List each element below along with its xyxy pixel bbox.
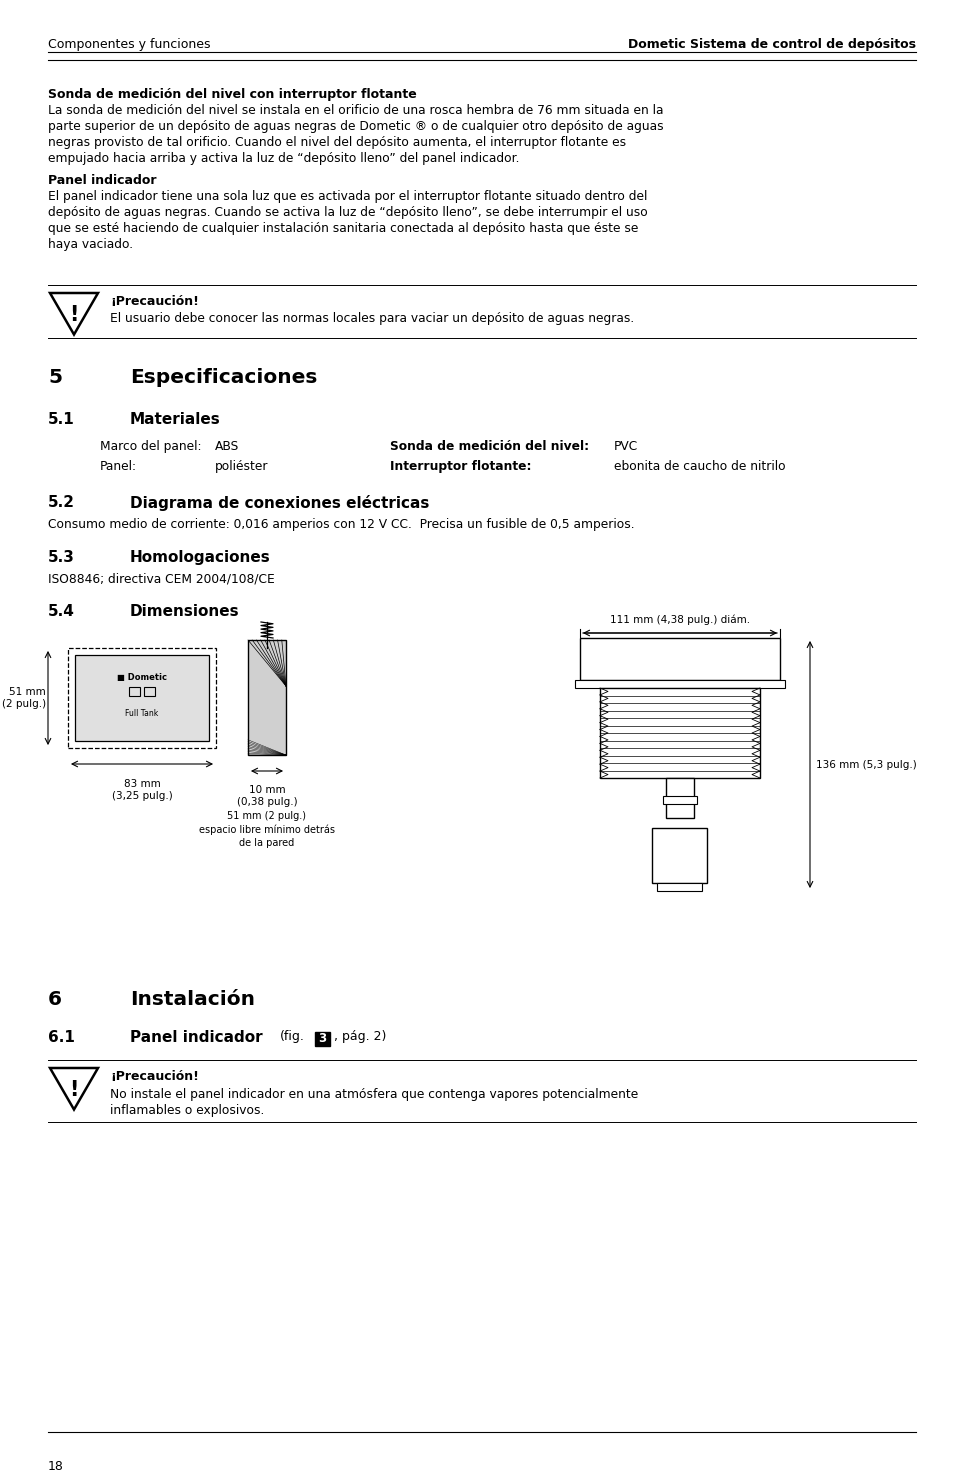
Bar <box>665 777 693 819</box>
Text: Dimensiones: Dimensiones <box>130 603 239 620</box>
Text: 83 mm
(3,25 pulg.): 83 mm (3,25 pulg.) <box>112 779 172 801</box>
Text: empujado hacia arriba y activa la luz de “depósito lleno” del panel indicador.: empujado hacia arriba y activa la luz de… <box>48 152 519 165</box>
Text: depósito de aguas negras. Cuando se activa la luz de “depósito lleno”, se debe i: depósito de aguas negras. Cuando se acti… <box>48 207 647 218</box>
Bar <box>129 687 140 696</box>
Text: ISO8846; directiva CEM 2004/108/CE: ISO8846; directiva CEM 2004/108/CE <box>48 572 274 586</box>
Text: 136 mm (5,3 pulg.): 136 mm (5,3 pulg.) <box>815 760 916 770</box>
Text: haya vaciado.: haya vaciado. <box>48 237 133 251</box>
Text: ABS: ABS <box>214 440 239 453</box>
Text: poliéster: poliéster <box>214 460 268 473</box>
Text: Panel:: Panel: <box>100 460 137 473</box>
Bar <box>599 687 760 777</box>
Text: 5: 5 <box>48 367 62 386</box>
Text: 6.1: 6.1 <box>48 1030 74 1044</box>
Text: Componentes y funciones: Componentes y funciones <box>48 38 211 52</box>
Text: Dometic Sistema de control de depósitos: Dometic Sistema de control de depósitos <box>627 38 915 52</box>
Text: La sonda de medición del nivel se instala en el orificio de una rosca hembra de : La sonda de medición del nivel se instal… <box>48 105 662 117</box>
Text: Sonda de medición del nivel:: Sonda de medición del nivel: <box>390 440 589 453</box>
Text: 51 mm (2 pulg.)
espacio libre mínimo detrás
de la pared: 51 mm (2 pulg.) espacio libre mínimo det… <box>199 811 335 848</box>
Text: 3: 3 <box>318 1031 326 1044</box>
Bar <box>657 884 701 891</box>
Text: negras provisto de tal orificio. Cuando el nivel del depósito aumenta, el interr: negras provisto de tal orificio. Cuando … <box>48 136 625 149</box>
Text: 6: 6 <box>48 990 62 1009</box>
Text: ebonita de caucho de nitrilo: ebonita de caucho de nitrilo <box>614 460 785 473</box>
Text: PVC: PVC <box>614 440 638 453</box>
Text: que se esté haciendo de cualquier instalación sanitaria conectada al depósito ha: que se esté haciendo de cualquier instal… <box>48 223 638 235</box>
Text: Interruptor flotante:: Interruptor flotante: <box>390 460 531 473</box>
Bar <box>579 639 780 680</box>
Bar <box>575 680 784 687</box>
Text: Panel indicador: Panel indicador <box>130 1030 262 1044</box>
Bar <box>75 655 209 740</box>
Text: Panel indicador: Panel indicador <box>48 174 156 187</box>
Text: El usuario debe conocer las normas locales para vaciar un depósito de aguas negr: El usuario debe conocer las normas local… <box>110 313 634 324</box>
Text: 51 mm
(2 pulg.): 51 mm (2 pulg.) <box>2 687 46 709</box>
Text: Especificaciones: Especificaciones <box>130 367 317 386</box>
Text: 5.4: 5.4 <box>48 603 74 620</box>
Text: 18: 18 <box>48 1460 64 1474</box>
Text: El panel indicador tiene una sola luz que es activada por el interruptor flotant: El panel indicador tiene una sola luz qu… <box>48 190 647 204</box>
Text: 5.3: 5.3 <box>48 550 74 565</box>
Bar <box>652 827 707 884</box>
Bar <box>314 1032 330 1046</box>
Text: parte superior de un depósito de aguas negras de Dometic ® o de cualquier otro d: parte superior de un depósito de aguas n… <box>48 119 663 133</box>
Text: Full Tank: Full Tank <box>125 709 158 718</box>
Bar <box>248 640 286 755</box>
Text: No instale el panel indicador en una atmósfera que contenga vapores potencialmen: No instale el panel indicador en una atm… <box>110 1089 638 1100</box>
Text: ¡Precaución!: ¡Precaución! <box>110 295 198 308</box>
Text: Diagrama de conexiones eléctricas: Diagrama de conexiones eléctricas <box>130 496 429 510</box>
Text: !: ! <box>70 1080 78 1099</box>
Text: !: ! <box>70 305 78 324</box>
Text: ■ Dometic: ■ Dometic <box>117 673 167 681</box>
Text: Marco del panel:: Marco del panel: <box>100 440 201 453</box>
Text: Sonda de medición del nivel con interruptor flotante: Sonda de medición del nivel con interrup… <box>48 88 416 100</box>
Text: Materiales: Materiales <box>130 412 220 426</box>
Bar <box>68 648 215 748</box>
Text: ¡Precaución!: ¡Precaución! <box>110 1069 198 1083</box>
Text: 5.2: 5.2 <box>48 496 75 510</box>
Text: Instalación: Instalación <box>130 990 254 1009</box>
Text: (fig.: (fig. <box>280 1030 305 1043</box>
Bar <box>144 687 154 696</box>
Text: 111 mm (4,38 pulg.) diám.: 111 mm (4,38 pulg.) diám. <box>609 615 749 625</box>
Text: Consumo medio de corriente: 0,016 amperios con 12 V CC.  Precisa un fusible de 0: Consumo medio de corriente: 0,016 amperi… <box>48 518 634 531</box>
Text: 10 mm
(0,38 pulg.): 10 mm (0,38 pulg.) <box>236 785 297 807</box>
Text: Homologaciones: Homologaciones <box>130 550 271 565</box>
Bar <box>662 796 697 804</box>
Text: , pág. 2): , pág. 2) <box>334 1030 386 1043</box>
Text: 5.1: 5.1 <box>48 412 74 426</box>
Text: inflamables o explosivos.: inflamables o explosivos. <box>110 1103 264 1117</box>
